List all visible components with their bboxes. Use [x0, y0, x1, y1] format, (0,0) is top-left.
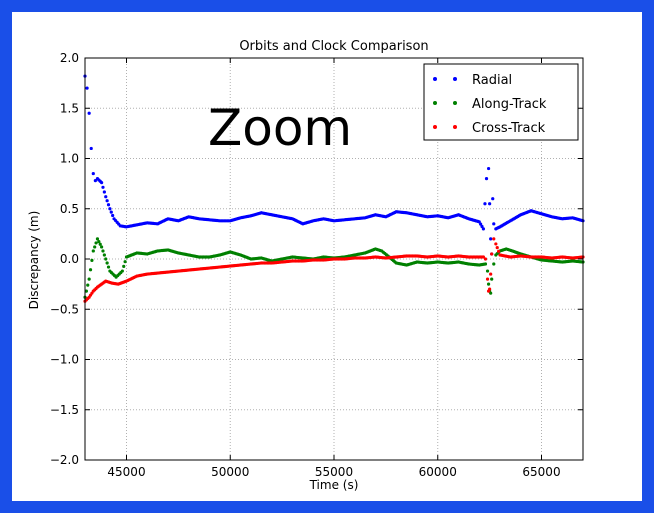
series-cross-track-point	[497, 249, 501, 253]
y-tick-label: 1.5	[60, 101, 79, 115]
zoom-overlay-text: Zoom	[208, 99, 352, 157]
series-cross-track-point	[490, 252, 494, 256]
series-along-track-point	[84, 289, 88, 293]
series-radial-point	[89, 146, 93, 151]
series-cross-track-point	[495, 246, 499, 250]
series-along-track-point	[106, 265, 111, 269]
series-along-track-point	[101, 249, 105, 253]
series-radial-point	[492, 222, 496, 226]
x-axis-label: Time (s)	[309, 478, 359, 492]
series-cross-track-point	[489, 272, 493, 276]
y-axis-label: Discrepancy (m)	[27, 211, 41, 310]
series-along-track-point	[485, 269, 490, 273]
series-along-track-point	[486, 282, 491, 286]
legend-marker-radial	[433, 77, 437, 81]
series-radial-point	[489, 237, 493, 241]
series-along-track-point	[489, 291, 493, 295]
legend: Radial Along-Track Cross-Track	[423, 63, 579, 141]
y-tick-label: −1.0	[50, 353, 79, 367]
series-along-track-point	[94, 241, 98, 245]
x-tick-label: 60000	[419, 465, 457, 479]
y-tick-label: −1.5	[50, 403, 79, 417]
chart-svg: 2.0 1.5 1.0 0.5 0.0 −0.5 −1.0 −1.5 −2.0 45000 500…	[27, 39, 585, 492]
legend-label-cross-track: Cross-Track	[472, 121, 546, 136]
series-cross-track-point	[494, 242, 498, 246]
legend-marker-cross-track	[453, 125, 457, 129]
series-along-track-point	[483, 262, 488, 266]
series-radial-point	[477, 220, 481, 224]
series-along-track-point	[102, 253, 106, 257]
legend-marker-along-track	[433, 101, 437, 105]
legend-box	[423, 63, 579, 141]
y-tick-label: 1.0	[60, 152, 79, 166]
series-along-track-point	[492, 262, 496, 266]
series-radial-point	[481, 227, 485, 231]
series-radial-point	[101, 185, 105, 189]
series-along-track-point	[490, 277, 494, 281]
series-radial-point	[85, 86, 89, 90]
series-cross-track-point	[483, 257, 488, 261]
x-tick-label: 50000	[211, 465, 249, 479]
series-along-track-point	[97, 239, 101, 244]
y-tick-label: 0.0	[60, 252, 79, 266]
series-cross-track	[83, 237, 585, 303]
series-radial-point	[91, 171, 95, 176]
series-along-track-point	[90, 258, 94, 262]
series-layer	[83, 74, 585, 303]
legend-marker-radial	[453, 77, 457, 81]
series-along-track-point	[100, 245, 104, 249]
series-radial-point	[479, 222, 483, 226]
series-radial-point	[105, 199, 109, 203]
series-along-track-point	[87, 277, 91, 281]
series-radial-point	[491, 197, 495, 201]
y-tick-label: 2.0	[60, 51, 79, 65]
series-along-track-point	[91, 249, 95, 253]
series-radial-point	[109, 210, 113, 214]
series-cross-track-point	[481, 255, 485, 259]
series-radial-point	[102, 190, 106, 194]
x-axis-ticks: 45000 50000 55000 60000 65000	[107, 58, 561, 479]
series-radial-point	[111, 213, 115, 218]
series-cross-track-point	[492, 237, 496, 241]
series-radial-point	[100, 181, 104, 185]
series-radial-point	[93, 179, 97, 183]
legend-marker-along-track	[453, 101, 457, 105]
series-along-track-point	[95, 237, 100, 241]
x-tick-label: 55000	[315, 465, 353, 479]
series-radial-point	[484, 177, 489, 181]
series-radial-point	[87, 111, 91, 115]
series-along-track-point	[93, 245, 97, 249]
series-along-track-point	[98, 242, 102, 246]
series-along-track-point	[120, 269, 124, 273]
chart-frame: 2.0 1.5 1.0 0.5 0.0 −0.5 −1.0 −1.5 −2.0 45000 500…	[12, 12, 642, 501]
x-tick-label: 45000	[107, 465, 145, 479]
y-tick-label: 0.5	[60, 202, 79, 216]
legend-marker-cross-track	[433, 125, 437, 129]
chart-title: Orbits and Clock Comparison	[239, 39, 428, 54]
series-radial-point	[106, 203, 111, 207]
series-along-track-point	[105, 261, 109, 265]
y-tick-label: −0.5	[50, 302, 79, 316]
legend-label-radial: Radial	[472, 73, 512, 88]
x-tick-label: 65000	[522, 465, 560, 479]
series-radial	[83, 74, 585, 256]
series-radial-point	[488, 202, 492, 206]
legend-label-along-track: Along-Track	[472, 97, 547, 112]
series-radial-point	[483, 202, 487, 206]
y-tick-label: −2.0	[50, 453, 79, 467]
series-along-track-point	[123, 260, 127, 264]
series-radial-point	[486, 166, 491, 171]
series-along-track-point	[88, 268, 93, 272]
series-radial-point	[108, 207, 112, 211]
series-cross-track-point	[488, 287, 492, 291]
series-along-track-point	[86, 283, 90, 287]
series-radial-point	[480, 224, 484, 229]
series-cross-track-point	[485, 277, 490, 281]
series-along-track-point	[104, 257, 108, 261]
series-radial-point	[104, 195, 108, 199]
y-axis-ticks: 2.0 1.5 1.0 0.5 0.0 −0.5 −1.0 −1.5 −2.0	[50, 51, 583, 467]
series-along-track-point	[122, 264, 126, 268]
